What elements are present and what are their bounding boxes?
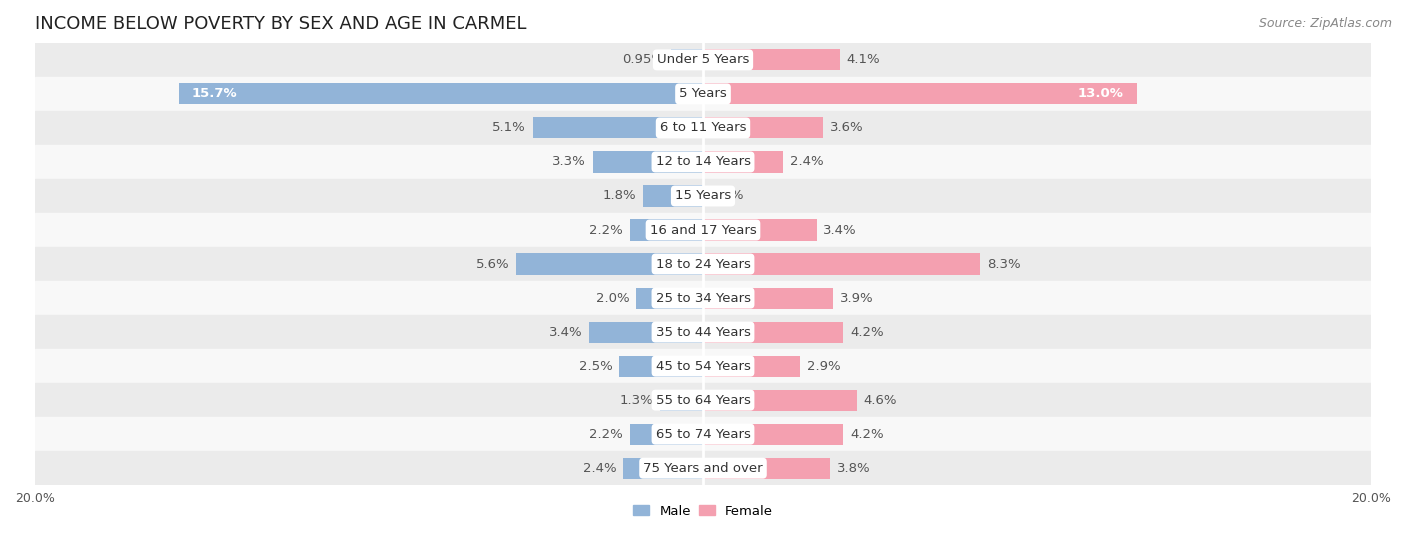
Text: 25 to 34 Years: 25 to 34 Years: [655, 292, 751, 305]
Bar: [643, 186, 703, 206]
Bar: [703, 287, 834, 309]
Bar: [703, 83, 1137, 105]
Text: 2.9%: 2.9%: [807, 359, 841, 373]
Bar: [35, 145, 1371, 179]
Text: 6 to 11 Years: 6 to 11 Years: [659, 121, 747, 135]
Bar: [703, 220, 817, 240]
Bar: [35, 213, 1371, 247]
Text: 55 to 64 Years: 55 to 64 Years: [655, 394, 751, 406]
Bar: [703, 253, 980, 274]
Bar: [35, 77, 1371, 111]
Text: 15.7%: 15.7%: [193, 87, 238, 101]
Text: 1.3%: 1.3%: [619, 394, 652, 406]
Bar: [516, 253, 703, 274]
Bar: [703, 356, 800, 377]
Text: 5 Years: 5 Years: [679, 87, 727, 101]
Text: 5.6%: 5.6%: [475, 258, 509, 271]
Text: Source: ZipAtlas.com: Source: ZipAtlas.com: [1258, 17, 1392, 30]
Bar: [35, 451, 1371, 485]
Text: 2.4%: 2.4%: [582, 462, 616, 475]
Text: 75 Years and over: 75 Years and over: [643, 462, 763, 475]
Text: 1.8%: 1.8%: [603, 190, 636, 202]
Bar: [623, 458, 703, 479]
Bar: [35, 111, 1371, 145]
Bar: [35, 315, 1371, 349]
Text: 3.9%: 3.9%: [839, 292, 873, 305]
Bar: [671, 49, 703, 70]
Text: 45 to 54 Years: 45 to 54 Years: [655, 359, 751, 373]
Text: INCOME BELOW POVERTY BY SEX AND AGE IN CARMEL: INCOME BELOW POVERTY BY SEX AND AGE IN C…: [35, 15, 526, 33]
Text: 5.1%: 5.1%: [492, 121, 526, 135]
Bar: [659, 390, 703, 411]
Bar: [630, 424, 703, 445]
Bar: [620, 356, 703, 377]
Text: 2.2%: 2.2%: [589, 224, 623, 236]
Text: 3.6%: 3.6%: [830, 121, 863, 135]
Bar: [35, 281, 1371, 315]
Text: 4.2%: 4.2%: [851, 428, 883, 440]
Bar: [179, 83, 703, 105]
Text: 4.1%: 4.1%: [846, 54, 880, 67]
Text: 12 to 14 Years: 12 to 14 Years: [655, 155, 751, 168]
Text: 8.3%: 8.3%: [987, 258, 1021, 271]
Text: 2.0%: 2.0%: [596, 292, 630, 305]
Bar: [703, 117, 824, 139]
Text: 0.95%: 0.95%: [623, 54, 665, 67]
Text: 3.4%: 3.4%: [550, 325, 582, 339]
Text: 3.4%: 3.4%: [824, 224, 856, 236]
Bar: [35, 349, 1371, 383]
Bar: [35, 179, 1371, 213]
Bar: [35, 247, 1371, 281]
Bar: [703, 458, 830, 479]
Bar: [630, 220, 703, 240]
Bar: [35, 383, 1371, 417]
Text: 35 to 44 Years: 35 to 44 Years: [655, 325, 751, 339]
Bar: [636, 287, 703, 309]
Text: 2.4%: 2.4%: [790, 155, 824, 168]
Bar: [593, 151, 703, 173]
Text: 3.3%: 3.3%: [553, 155, 586, 168]
Bar: [589, 321, 703, 343]
Bar: [703, 49, 839, 70]
Text: Under 5 Years: Under 5 Years: [657, 54, 749, 67]
Bar: [533, 117, 703, 139]
Text: 18 to 24 Years: 18 to 24 Years: [655, 258, 751, 271]
Text: 4.2%: 4.2%: [851, 325, 883, 339]
Text: 4.6%: 4.6%: [863, 394, 897, 406]
Bar: [35, 43, 1371, 77]
Text: 3.8%: 3.8%: [837, 462, 870, 475]
Legend: Male, Female: Male, Female: [627, 499, 779, 523]
Text: 2.2%: 2.2%: [589, 428, 623, 440]
Text: 0.0%: 0.0%: [710, 190, 744, 202]
Bar: [703, 151, 783, 173]
Bar: [35, 417, 1371, 451]
Text: 15 Years: 15 Years: [675, 190, 731, 202]
Text: 65 to 74 Years: 65 to 74 Years: [655, 428, 751, 440]
Bar: [703, 390, 856, 411]
Bar: [703, 321, 844, 343]
Bar: [703, 424, 844, 445]
Text: 2.5%: 2.5%: [579, 359, 613, 373]
Text: 13.0%: 13.0%: [1078, 87, 1123, 101]
Text: 16 and 17 Years: 16 and 17 Years: [650, 224, 756, 236]
